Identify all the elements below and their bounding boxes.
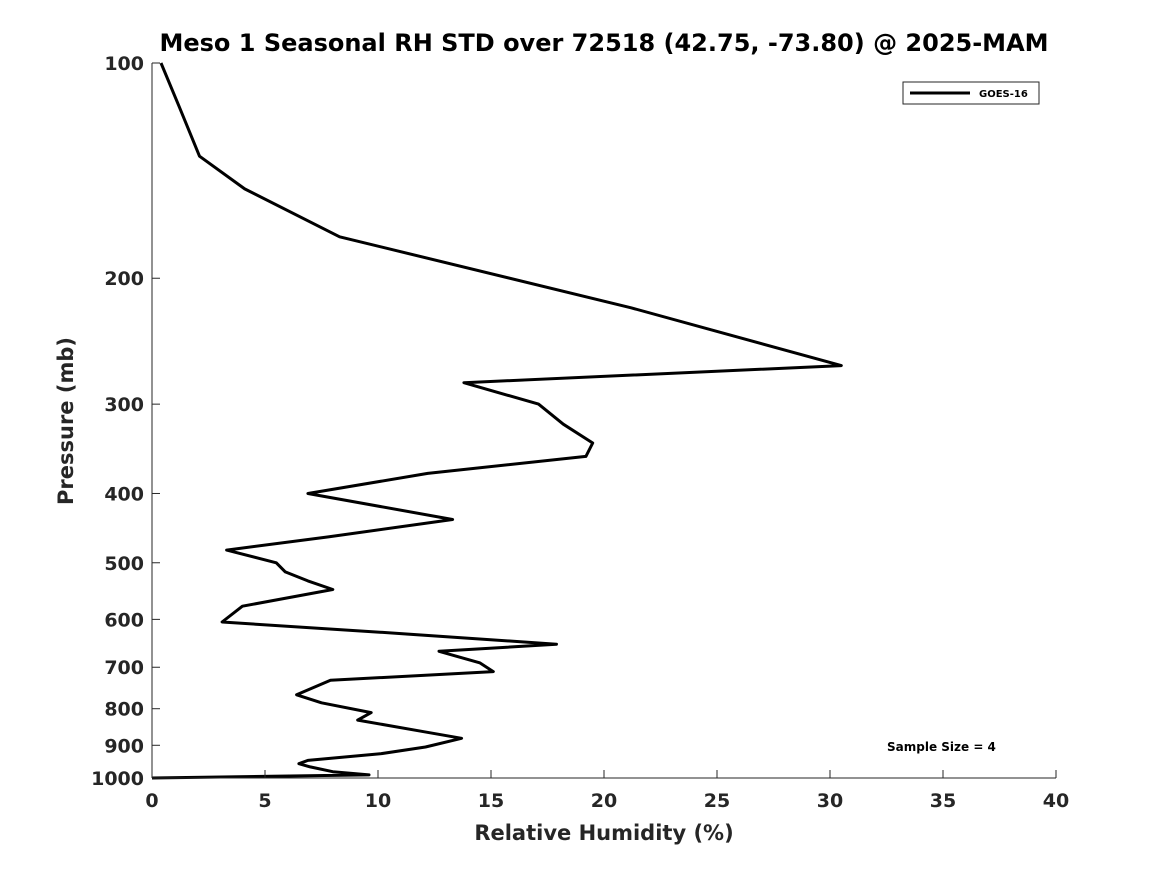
y-tick-label: 100	[104, 53, 144, 75]
chart-title: Meso 1 Seasonal RH STD over 72518 (42.75…	[159, 29, 1048, 57]
x-tick-label: 20	[591, 790, 617, 812]
x-tick-label: 10	[365, 790, 391, 812]
x-tick-label: 25	[704, 790, 730, 812]
series-line-goes-16	[151, 62, 843, 780]
y-ticks: 100 200 300 400 500 600 700 800 900 1000	[91, 53, 160, 790]
y-axis-label: Pressure (mb)	[54, 337, 78, 505]
y-tick-label: 200	[104, 268, 144, 290]
legend: GOES-16	[902, 81, 1040, 105]
legend-box	[902, 81, 1040, 105]
plot-area	[151, 62, 843, 780]
x-tick-label: 5	[258, 790, 271, 812]
x-axis-label: Relative Humidity (%)	[474, 821, 733, 845]
x-tick-label: 30	[817, 790, 843, 812]
y-tick-label: 300	[104, 394, 144, 416]
y-tick-label: 600	[104, 609, 144, 631]
y-tick-label: 800	[104, 699, 144, 721]
x-tick-label: 15	[478, 790, 504, 812]
x-ticks: 0 5 10 15 20 25 30 35 40	[145, 770, 1069, 812]
x-tick-label: 35	[930, 790, 956, 812]
sample-size-annotation: Sample Size = 4	[887, 740, 996, 754]
y-tick-label: 500	[104, 553, 144, 575]
y-tick-label: 700	[104, 657, 144, 679]
x-tick-label: 0	[145, 790, 158, 812]
y-tick-label: 900	[104, 735, 144, 757]
x-tick-label: 40	[1043, 790, 1069, 812]
legend-entry-label: GOES-16	[979, 89, 1028, 100]
y-tick-label: 400	[104, 483, 144, 505]
y-tick-label: 1000	[91, 768, 144, 790]
